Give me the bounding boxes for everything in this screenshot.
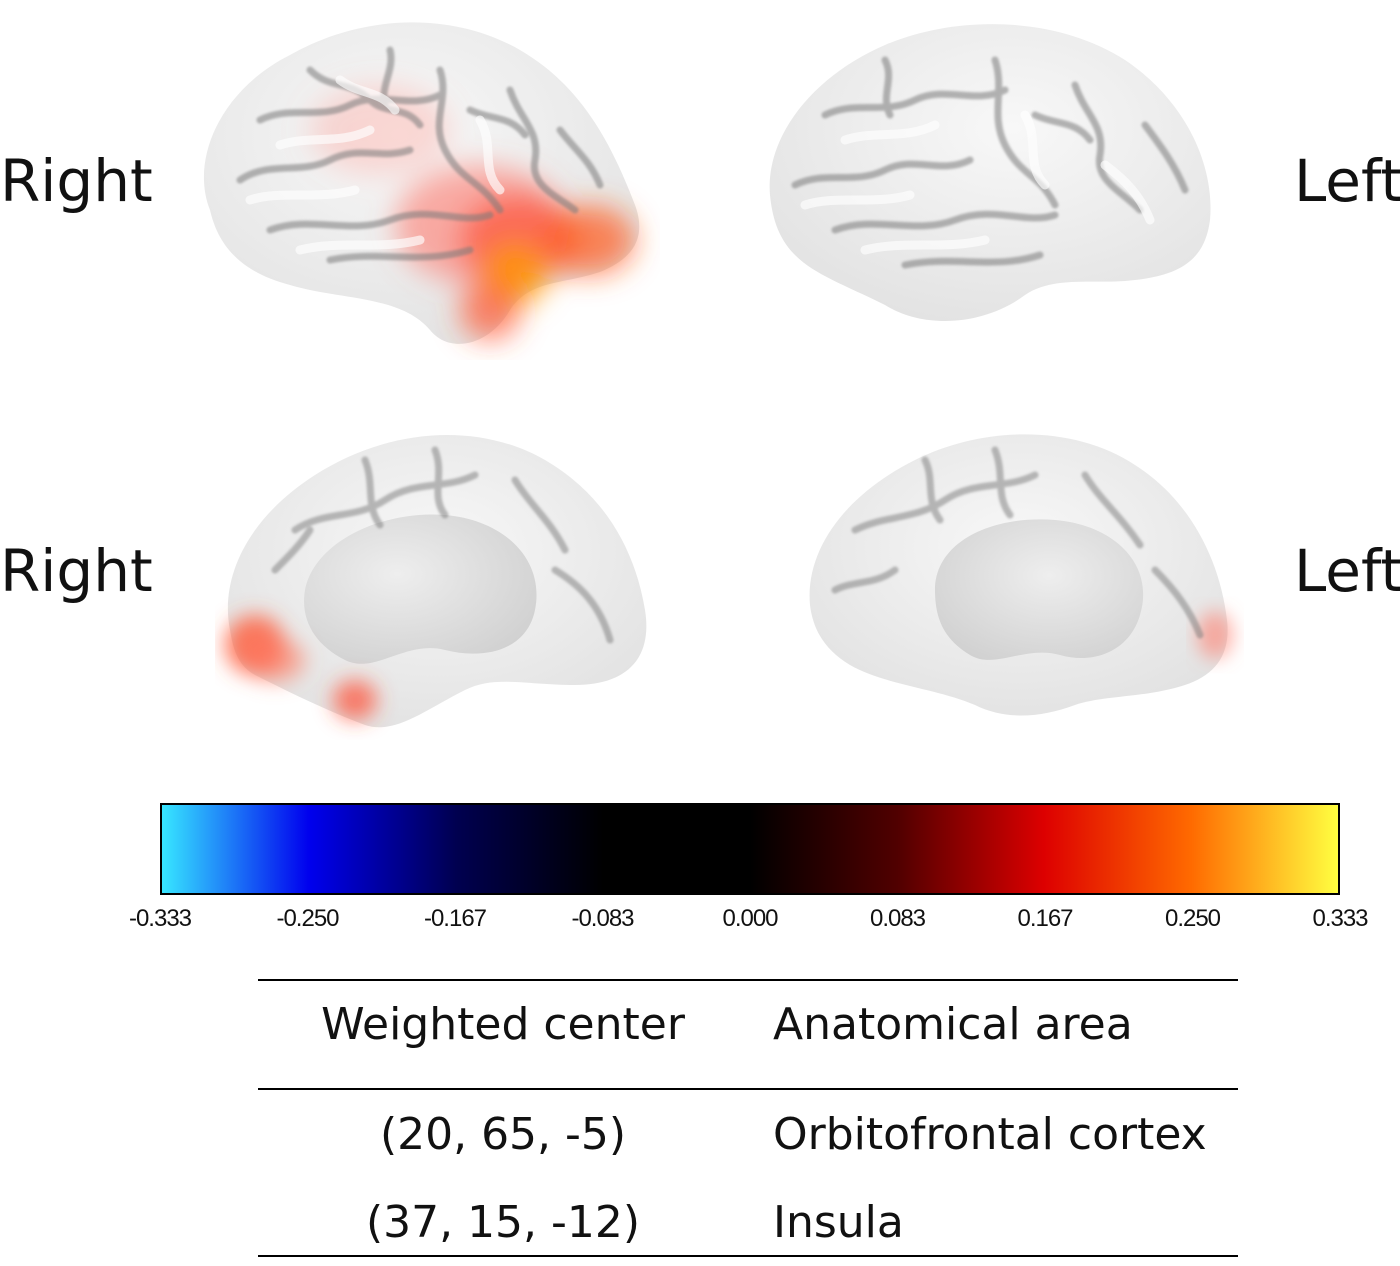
table-row-2-area: Insula — [773, 1197, 904, 1248]
colorbar-tick: 0.167 — [1017, 905, 1073, 932]
colorbar-tick: -0.083 — [571, 905, 634, 932]
table-row-1-center: (20, 65, -5) — [379, 1109, 627, 1160]
table-row-1-area: Orbitofrontal cortex — [773, 1109, 1207, 1160]
colorbar-tick: -0.333 — [128, 905, 192, 932]
table-row-2-center: (37, 15, -12) — [365, 1197, 641, 1248]
colorbar-tick: -0.167 — [423, 905, 487, 932]
header-weighted-center: Weighted center — [321, 999, 685, 1050]
table-bottom-rule — [258, 1255, 1238, 1257]
label-left-lateral: Left — [1294, 147, 1400, 215]
table-header-rule — [258, 1088, 1238, 1090]
label-right-lateral: Right — [0, 147, 153, 215]
colorbar-tick: -0.250 — [276, 905, 339, 932]
label-left-medial: Left — [1294, 537, 1400, 605]
colorbar — [160, 803, 1340, 895]
colorbar-tick: 0.333 — [1312, 905, 1368, 932]
right-hemisphere-lateral-brain — [203, 22, 640, 344]
left-hemisphere-lateral-brain — [769, 24, 1211, 322]
label-right-medial: Right — [0, 537, 153, 605]
colorbar-tick: 0.000 — [722, 905, 778, 932]
header-anatomical-area: Anatomical area — [773, 999, 1133, 1050]
left-hemisphere-medial-brain — [809, 434, 1233, 716]
right-hemisphere-medial-brain — [225, 434, 647, 728]
colorbar-ticks: -0.333 -0.250 -0.167 -0.083 0.000 0.083 … — [129, 897, 1369, 933]
colorbar-tick: 0.250 — [1164, 905, 1221, 932]
colorbar-tick: 0.083 — [869, 905, 926, 932]
table-top-rule — [258, 979, 1238, 981]
